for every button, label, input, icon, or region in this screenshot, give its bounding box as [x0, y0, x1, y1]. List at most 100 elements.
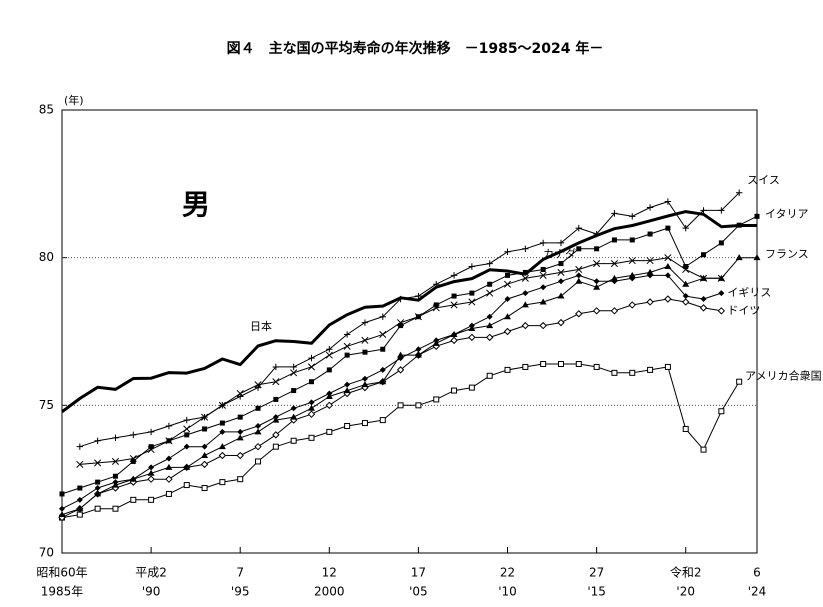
marker — [379, 313, 386, 320]
marker — [487, 281, 493, 287]
chart-title: 図４ 主な国の平均寿命の年次推移 －1985～2024 年－ — [227, 40, 604, 57]
series-line — [61, 274, 722, 510]
marker — [325, 392, 333, 399]
marker — [94, 505, 101, 512]
marker — [201, 452, 209, 459]
marker — [326, 367, 332, 373]
marker — [683, 264, 689, 270]
marker — [219, 420, 225, 426]
marker — [718, 207, 725, 214]
marker — [700, 446, 707, 453]
marker — [451, 293, 457, 299]
marker — [699, 304, 708, 312]
marker — [76, 443, 84, 450]
x-era-label: 12 — [322, 566, 337, 580]
marker — [468, 263, 476, 270]
marker — [148, 464, 155, 471]
series-line — [61, 363, 740, 519]
marker — [718, 290, 725, 297]
marker — [486, 322, 494, 329]
marker — [236, 451, 244, 460]
marker — [183, 425, 191, 433]
marker — [129, 475, 137, 482]
marker — [700, 296, 707, 303]
marker — [594, 246, 600, 252]
marker — [201, 413, 208, 421]
marker — [255, 405, 261, 411]
marker — [290, 413, 298, 420]
marker — [628, 271, 636, 278]
marker — [59, 505, 65, 512]
marker — [343, 342, 351, 350]
marker — [664, 295, 672, 303]
marker — [754, 213, 760, 219]
marker — [219, 479, 226, 486]
marker — [308, 354, 315, 362]
marker — [165, 463, 173, 470]
marker — [611, 210, 618, 217]
marker — [415, 402, 422, 409]
marker — [308, 434, 315, 441]
x-tick-label: 2000 — [314, 585, 345, 599]
marker — [717, 274, 725, 281]
marker — [183, 416, 190, 424]
marker — [272, 363, 280, 371]
marker — [575, 224, 582, 232]
marker — [504, 248, 511, 255]
x-tick-label: '05 — [409, 585, 428, 599]
marker — [576, 246, 582, 252]
marker — [147, 428, 155, 436]
marker — [379, 366, 386, 373]
marker — [111, 457, 120, 466]
marker — [504, 296, 511, 303]
marker — [485, 333, 494, 342]
marker — [610, 260, 618, 268]
marker — [611, 237, 617, 243]
marker — [557, 278, 564, 285]
marker — [362, 349, 368, 355]
marker — [664, 198, 672, 205]
marker — [503, 327, 512, 336]
marker — [325, 351, 333, 359]
series-label: イタリア — [765, 207, 809, 220]
marker — [201, 485, 208, 492]
marker — [468, 298, 476, 306]
marker — [76, 460, 84, 468]
series-label: フランス — [765, 248, 809, 261]
marker — [735, 254, 743, 261]
marker — [629, 369, 636, 376]
series-line — [61, 210, 757, 414]
marker — [451, 387, 458, 394]
marker — [718, 240, 724, 246]
marker — [111, 481, 119, 488]
marker — [628, 257, 636, 265]
marker — [486, 260, 493, 267]
marker — [736, 378, 743, 385]
marker — [503, 280, 512, 288]
marker — [255, 458, 262, 465]
marker — [557, 239, 565, 247]
marker — [415, 314, 421, 320]
marker — [165, 475, 173, 483]
marker — [272, 431, 280, 439]
marker — [575, 310, 583, 318]
marker — [343, 387, 351, 394]
marker — [664, 254, 672, 262]
marker — [540, 266, 546, 272]
marker — [254, 442, 262, 451]
marker — [610, 274, 618, 281]
marker — [94, 437, 101, 444]
x-tick-label: '95 — [231, 585, 250, 599]
marker — [646, 268, 654, 275]
x-era-label: 6 — [753, 566, 761, 580]
marker — [557, 292, 565, 299]
marker — [58, 511, 66, 518]
marker — [343, 331, 351, 338]
marker — [76, 505, 84, 512]
marker — [201, 443, 208, 450]
marker — [414, 351, 422, 358]
marker — [236, 434, 244, 441]
marker — [254, 428, 262, 435]
marker — [522, 363, 529, 370]
series-label: ドイツ — [727, 304, 760, 317]
